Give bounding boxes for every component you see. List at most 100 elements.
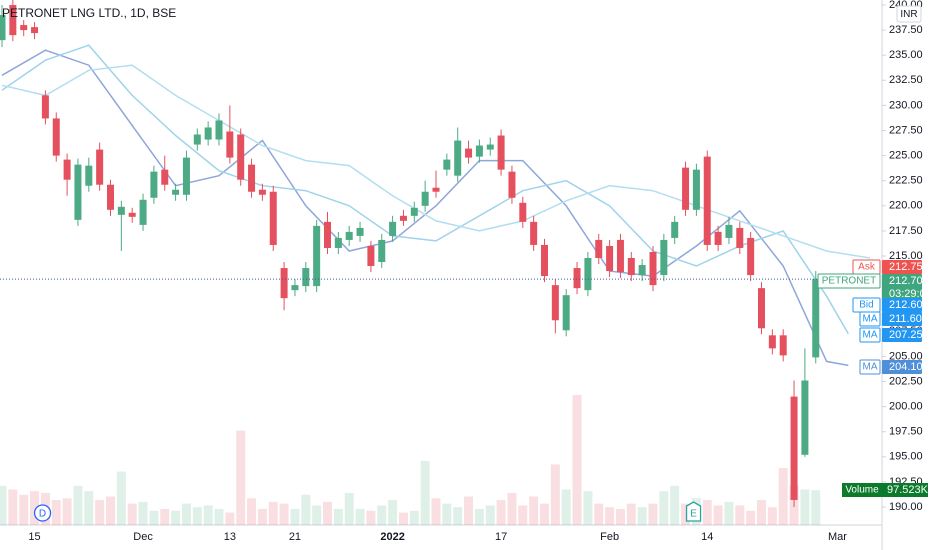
candle-body <box>541 244 548 277</box>
candle-body <box>475 145 483 157</box>
y-tick-label: 195.00 <box>889 451 923 463</box>
volume-bar <box>149 510 159 525</box>
volume-bar <box>507 492 517 525</box>
y-tick-label: 200.00 <box>889 401 923 413</box>
candle-body <box>562 295 570 331</box>
price-tag: Bid 212.60 <box>852 297 923 313</box>
y-tick-label: 205.00 <box>889 350 923 362</box>
candle-body <box>150 171 158 198</box>
candle-body <box>399 215 407 221</box>
y-tick-label: 230.00 <box>889 99 923 111</box>
y-tick-label: 217.50 <box>889 225 923 237</box>
tag-name: Bid <box>859 300 873 311</box>
volume-bar <box>474 508 484 525</box>
candle-body <box>519 202 527 222</box>
volume-bar <box>442 503 452 525</box>
candle-body <box>117 206 125 215</box>
volume-value: 97.523K <box>887 484 929 496</box>
price-tag: MA 204.10 <box>859 359 923 375</box>
tag-value: 212.70 <box>889 275 923 287</box>
volume-name-box <box>842 483 882 497</box>
candle-body <box>0 15 6 41</box>
event-marker <box>33 504 52 522</box>
volume-bar <box>518 505 528 525</box>
candle-body <box>584 258 592 291</box>
candle-body <box>334 237 342 248</box>
volume-bar <box>550 464 560 525</box>
candle-body <box>139 199 147 225</box>
volume-bar <box>247 498 257 525</box>
candle-body <box>454 140 462 176</box>
volume-bar <box>51 500 61 525</box>
volume-bar <box>648 503 658 525</box>
volume-bar <box>659 491 669 525</box>
candle-body <box>269 191 277 245</box>
volume-bar <box>355 508 365 525</box>
y-tick-label: 220.00 <box>889 200 923 212</box>
volume-bar <box>615 508 625 525</box>
candle-body <box>356 227 364 236</box>
event-label: D <box>39 509 46 520</box>
volume-bar <box>127 503 137 525</box>
x-tick-label: 21 <box>289 531 301 543</box>
candle-body <box>714 231 722 245</box>
event-marker <box>685 501 702 522</box>
volume-bar <box>735 505 745 525</box>
moving-average <box>1 49 849 367</box>
tag-countdown: 03:29:08 <box>889 288 932 300</box>
candle-body <box>63 159 71 180</box>
volume-bar <box>160 508 170 525</box>
tag-value-box <box>882 274 922 302</box>
candle-body <box>443 159 451 170</box>
volume-bar <box>323 501 332 525</box>
candle-body <box>31 27 39 34</box>
volume-bar <box>637 507 647 525</box>
volume-bar <box>312 505 322 525</box>
volume-bar <box>73 485 83 525</box>
volume-bar <box>572 395 582 525</box>
volume-bar <box>8 489 18 525</box>
volume-bar <box>561 489 571 525</box>
candle-body <box>616 239 624 273</box>
volume-bar <box>605 507 615 525</box>
candle-body <box>193 134 201 145</box>
tag-name: Ask <box>858 262 876 273</box>
candle-body <box>627 258 635 276</box>
volume-bar <box>344 492 354 525</box>
x-tick-label: 13 <box>224 531 236 543</box>
y-tick-label: 235.00 <box>889 49 923 61</box>
candle-body <box>573 268 581 289</box>
volume-bar <box>713 505 723 525</box>
x-tick-label: Mar <box>828 531 847 543</box>
tag-value-box <box>882 312 922 326</box>
candle-body <box>421 191 429 206</box>
volume-bar <box>290 508 300 525</box>
tag-name-box <box>859 311 881 327</box>
event-label: E <box>690 509 697 520</box>
candle-body <box>291 285 299 291</box>
candle-body <box>74 164 82 220</box>
volume-bar <box>279 503 289 525</box>
tag-name: MA <box>863 330 878 341</box>
candle-body <box>204 127 212 140</box>
volume-bar <box>214 508 224 525</box>
candle-body <box>595 239 603 259</box>
tag-name: PETRONET <box>822 276 876 287</box>
volume-bar <box>398 512 408 525</box>
candle-body <box>812 279 820 358</box>
volume-bar <box>257 508 267 525</box>
currency-box[interactable] <box>896 5 922 23</box>
y-tick-label: 215.00 <box>889 250 923 262</box>
candle-body <box>465 148 473 158</box>
currency: INR <box>900 9 917 20</box>
candle-body <box>779 335 787 356</box>
y-tick-label: 197.50 <box>889 426 923 438</box>
candle-body <box>128 212 136 217</box>
candle-body <box>606 245 614 272</box>
candle-body <box>801 380 809 455</box>
x-tick-label: 15 <box>28 531 40 543</box>
volume-bar <box>0 485 7 525</box>
